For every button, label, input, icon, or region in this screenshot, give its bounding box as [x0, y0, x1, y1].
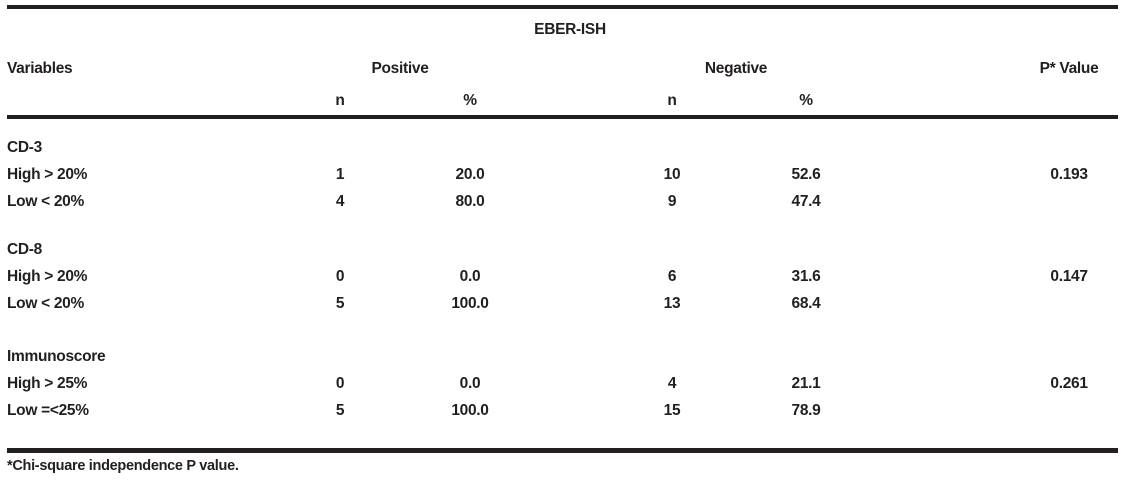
column-header-positive-pct: % [410, 87, 530, 119]
subheader-row: n % n % [7, 87, 1119, 119]
top-rule [7, 5, 1118, 9]
cell-negative-pct: 52.6 [791, 165, 821, 183]
spacer-cell [530, 188, 602, 215]
section-name: CD-3 [7, 138, 42, 156]
cell-p-value: 0.147 [1050, 267, 1088, 285]
cell-negative-pct: 68.4 [791, 294, 821, 312]
cell-negative-n: 15 [663, 401, 681, 419]
spacer-cell [870, 87, 1021, 119]
section-header-immunoscore: Immunoscore [7, 343, 1118, 370]
cell-positive-n: 1 [335, 165, 345, 183]
bottom-rule [7, 448, 1118, 453]
cell-negative-pct: 31.6 [791, 267, 821, 285]
cell-positive-pct: 100.0 [451, 294, 489, 312]
row-label: High > 20% [7, 165, 88, 183]
spacer-cell [870, 161, 1020, 188]
spacer-cell [870, 51, 1020, 87]
cell-positive-n: 0 [335, 267, 345, 285]
spacer-cell [870, 370, 1020, 397]
row-label: Low < 20% [7, 192, 84, 210]
column-header-positive-n: n [270, 87, 410, 119]
cell-p-value [1020, 188, 1118, 215]
section-header-cd8: CD-8 [7, 236, 1118, 263]
cell-positive-n: 5 [335, 294, 345, 312]
empty-cell [7, 9, 270, 51]
cell-negative-n: 4 [667, 374, 677, 392]
column-header-positive: Positive [371, 60, 429, 77]
table-header: EBER-ISH Variables Positive Negative P* … [7, 9, 1119, 119]
table-body: CD-3 High > 20% 1 20.0 10 52.6 0.193 Low… [7, 117, 1118, 424]
table-row: High > 20% 0 0.0 6 31.6 0.147 [7, 263, 1118, 290]
cell-positive-pct: 20.0 [455, 165, 485, 183]
column-header-negative-pct: % [742, 87, 871, 119]
cell-p-value: 0.261 [1050, 374, 1088, 392]
section-gap [7, 215, 1118, 236]
eber-ish-table: EBER-ISH Variables Positive Negative P* … [7, 9, 1119, 424]
section-gap [7, 117, 1118, 134]
section-gap [7, 317, 1118, 343]
column-header-p-value: P* Value [1039, 60, 1099, 77]
spacer-cell [530, 263, 602, 290]
table-title: EBER-ISH [534, 21, 606, 38]
table-footnote: *Chi-square independence P value. [7, 458, 239, 474]
row-label: Low < 20% [7, 294, 84, 312]
table-row: Low < 20% 5 100.0 13 68.4 [7, 290, 1118, 317]
spacer-cell [530, 51, 602, 87]
spacer-cell [870, 397, 1020, 424]
title-row: EBER-ISH [7, 9, 1118, 51]
spacer-cell [870, 290, 1020, 317]
section-name: CD-8 [7, 240, 42, 258]
column-header-variables: Variables [7, 60, 73, 77]
row-label: High > 25% [7, 374, 88, 392]
cell-p-value: 0.193 [1050, 165, 1088, 183]
cell-negative-n: 9 [667, 192, 677, 210]
cell-negative-n: 6 [667, 267, 677, 285]
section-header-cd3: CD-3 [7, 134, 1118, 161]
cell-negative-n: 13 [663, 294, 681, 312]
table-row: High > 20% 1 20.0 10 52.6 0.193 [7, 161, 1118, 188]
table-row: Low =<25% 5 100.0 15 78.9 [7, 397, 1118, 424]
cell-positive-pct: 100.0 [451, 401, 489, 419]
spacer-cell [530, 161, 602, 188]
row-label: High > 20% [7, 267, 88, 285]
spacer-cell [870, 188, 1020, 215]
spacer-cell [530, 370, 602, 397]
empty-cell [1020, 9, 1118, 51]
column-header-negative-n: n [602, 87, 742, 119]
spacer-cell [870, 263, 1020, 290]
cell-negative-pct: 47.4 [791, 192, 821, 210]
cell-negative-pct: 78.9 [791, 401, 821, 419]
cell-positive-pct: 80.0 [455, 192, 485, 210]
empty-cell [870, 9, 1020, 51]
cell-positive-pct: 0.0 [459, 267, 481, 285]
spacer-cell [530, 87, 602, 119]
cell-p-value [1020, 397, 1118, 424]
table-row: High > 25% 0 0.0 4 21.1 0.261 [7, 370, 1118, 397]
cell-p-value [1020, 290, 1118, 317]
spacer-cell [530, 397, 602, 424]
cell-negative-pct: 21.1 [791, 374, 821, 392]
cell-positive-n: 4 [335, 192, 345, 210]
cell-positive-pct: 0.0 [459, 374, 481, 392]
section-name: Immunoscore [7, 347, 106, 365]
empty-cell [7, 87, 270, 119]
cell-positive-n: 0 [335, 374, 345, 392]
column-header-negative: Negative [704, 60, 768, 77]
group-header-row: Variables Positive Negative P* Value [7, 51, 1118, 87]
empty-cell [1020, 87, 1119, 119]
spacer-cell [530, 290, 602, 317]
cell-negative-n: 10 [663, 165, 681, 183]
cell-positive-n: 5 [335, 401, 345, 419]
row-label: Low =<25% [7, 401, 89, 419]
table-row: Low < 20% 4 80.0 9 47.4 [7, 188, 1118, 215]
